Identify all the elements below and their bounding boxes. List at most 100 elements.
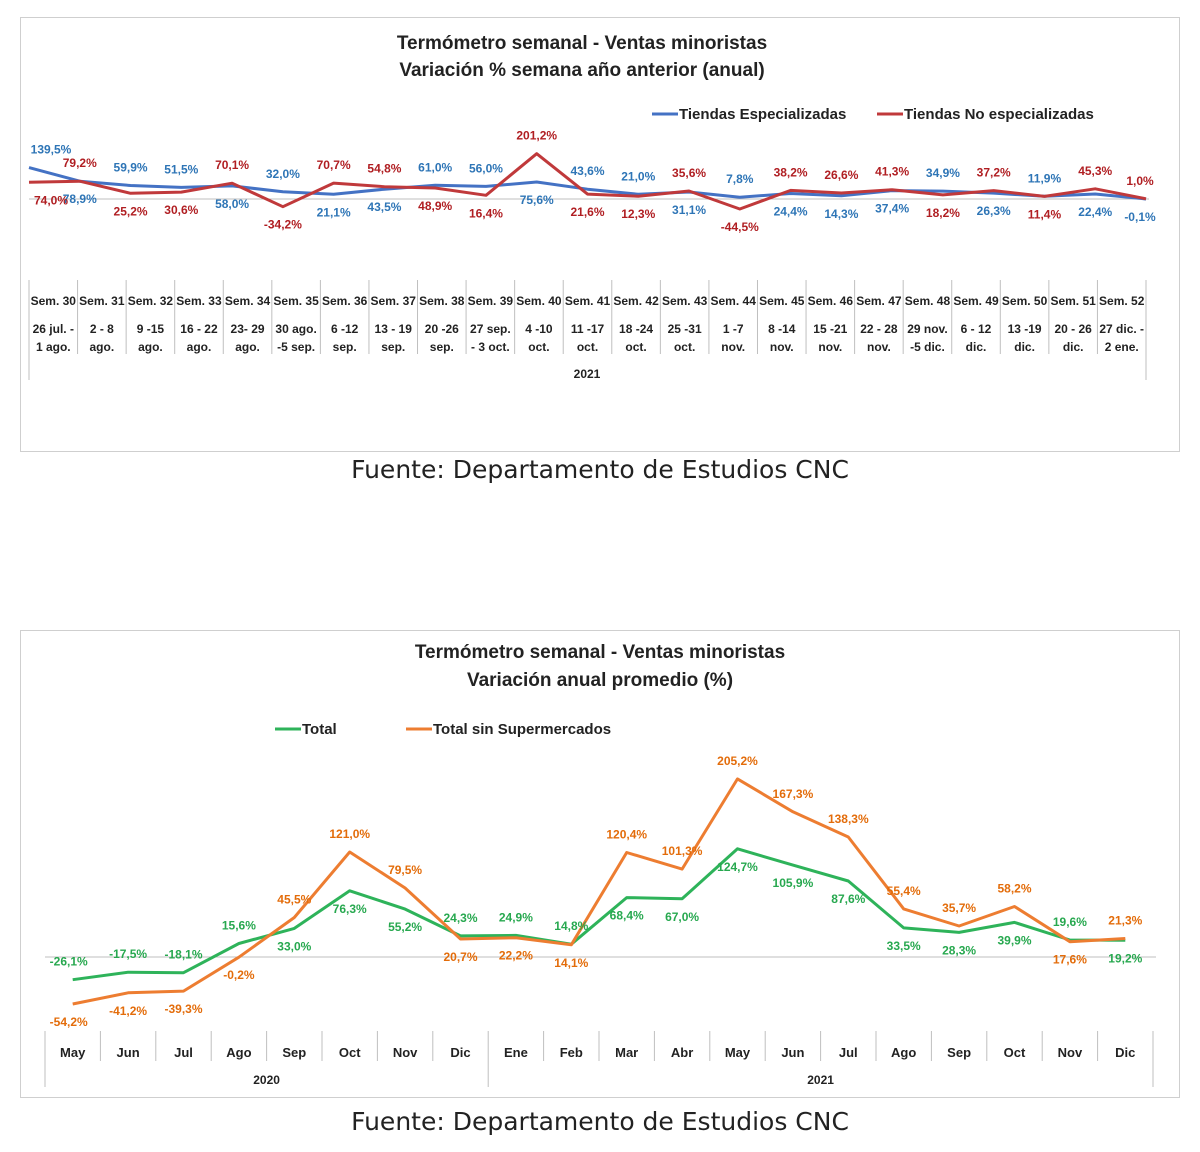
tick-week-label: Sem. 46	[808, 294, 854, 308]
chart-weekly-title: Termómetro semanal - Ventas minoristas	[397, 33, 767, 54]
tick-date-line1: 18 -24	[619, 322, 653, 336]
tick-date-line1: 8 -14	[768, 322, 796, 336]
data-label: 30,6%	[164, 203, 198, 217]
tick-week-label: Sem. 48	[905, 294, 951, 308]
data-label: 79,2%	[63, 156, 97, 170]
year-label: 2021	[574, 367, 601, 381]
data-label: -39,3%	[164, 1002, 202, 1016]
tick-date-line2: -5 sep.	[277, 340, 315, 354]
data-label: 67,0%	[665, 910, 699, 924]
tick-month-label: Jun	[117, 1045, 140, 1060]
tick-month-label: May	[725, 1045, 751, 1060]
tick-date-line1: 20 - 26	[1054, 322, 1092, 336]
data-label: 51,5%	[164, 162, 198, 176]
data-label: 75,6%	[520, 193, 554, 207]
tick-date-line2: nov.	[721, 340, 745, 354]
chart-weekly-source: Fuente: Departamento de Estudios CNC	[351, 455, 849, 484]
data-label: 87,6%	[831, 892, 865, 906]
tick-week-label: Sem. 50	[1002, 294, 1048, 308]
data-label: 138,3%	[828, 812, 869, 826]
tick-month-label: May	[60, 1045, 86, 1060]
data-label: 22,4%	[1078, 205, 1112, 219]
tick-month-label: Oct	[1004, 1045, 1026, 1060]
data-label: 39,9%	[997, 933, 1031, 947]
data-label: 55,4%	[887, 884, 921, 898]
tick-date-line2: dic.	[966, 340, 987, 354]
tick-date-line2: ago.	[235, 340, 260, 354]
data-label: 33,5%	[887, 939, 921, 953]
tick-month-label: Mar	[615, 1045, 638, 1060]
legend-label-2: Tiendas No especializadas	[904, 106, 1094, 123]
tick-date-line2: sep.	[333, 340, 357, 354]
data-label: 101,3%	[662, 844, 703, 858]
tick-week-label: Sem. 30	[31, 294, 77, 308]
data-label: 14,1%	[554, 956, 588, 970]
chart-monthly-title: Termómetro semanal - Ventas minoristas	[415, 642, 785, 663]
data-label: 70,7%	[317, 158, 351, 172]
tick-date-line1: 26 jul. -	[33, 322, 74, 336]
tick-date-line1: 13 -19	[1008, 322, 1042, 336]
tick-week-label: Sem. 31	[79, 294, 125, 308]
tick-month-label: Jul	[174, 1045, 193, 1060]
tick-week-label: Sem. 42	[613, 294, 659, 308]
year-label-2020: 2020	[253, 1073, 280, 1087]
year-label-2021: 2021	[807, 1073, 834, 1087]
data-label: 24,4%	[774, 205, 808, 219]
data-label: 18,2%	[926, 206, 960, 220]
data-label: 74,0%	[34, 193, 68, 207]
tick-month-label: Ene	[504, 1045, 528, 1060]
data-label: 19,2%	[1108, 951, 1142, 965]
tick-week-label: Sem. 34	[225, 294, 271, 308]
tick-date-line1: 6 - 12	[961, 322, 992, 336]
tick-date-line2: sep.	[430, 340, 454, 354]
series-line-1	[72, 847, 1126, 982]
tick-date-line1: 15 -21	[813, 322, 847, 336]
tick-date-line1: 2 - 8	[90, 322, 114, 336]
data-label: 37,2%	[977, 166, 1011, 180]
tick-week-label: Sem. 47	[856, 294, 902, 308]
tick-week-label: Sem. 32	[128, 294, 174, 308]
tick-date-line2: ago.	[90, 340, 115, 354]
data-label: -26,1%	[50, 955, 88, 969]
tick-date-line2: oct.	[674, 340, 695, 354]
tick-date-line2: ago.	[138, 340, 163, 354]
data-label: 19,6%	[1053, 915, 1087, 929]
tick-week-label: Sem. 35	[273, 294, 319, 308]
data-label: 45,5%	[277, 893, 311, 907]
data-label: 7,8%	[726, 172, 754, 186]
tick-week-label: Sem. 43	[662, 294, 708, 308]
tick-month-label: Sep	[947, 1045, 971, 1060]
data-label: 17,6%	[1053, 953, 1087, 967]
tick-date-line2: nov.	[770, 340, 794, 354]
data-label: 41,3%	[875, 165, 909, 179]
data-label: 31,1%	[672, 203, 706, 217]
tick-month-label: Dic	[450, 1045, 470, 1060]
tick-month-label: Oct	[339, 1045, 361, 1060]
tick-date-line1: 6 -12	[331, 322, 359, 336]
legend-label-2: Total sin Supermercados	[433, 721, 611, 738]
chart-weekly-panel: Termómetro semanal - Ventas minoristas Va…	[20, 17, 1180, 452]
data-label: 33,0%	[277, 939, 311, 953]
data-label: 43,6%	[570, 164, 604, 178]
tick-date-line1: 27 dic. -	[1099, 322, 1144, 336]
tick-date-line1: 13 - 19	[375, 322, 413, 336]
data-label: 54,8%	[367, 162, 401, 176]
tick-date-line2: oct.	[577, 340, 598, 354]
data-label: -18,1%	[164, 948, 202, 962]
data-label: 38,2%	[774, 165, 808, 179]
data-label: 58,2%	[997, 881, 1031, 895]
chart-monthly-panel: Termómetro semanal - Ventas minoristas Va…	[20, 630, 1180, 1098]
data-label: 124,7%	[717, 860, 758, 874]
data-label: 1,0%	[1126, 174, 1154, 188]
data-label: -34,2%	[264, 218, 302, 232]
data-label: 25,2%	[114, 204, 148, 218]
data-label: 139,5%	[31, 143, 72, 157]
tick-month-label: Jun	[781, 1045, 804, 1060]
tick-date-line1: 4 -10	[525, 322, 553, 336]
chart-weekly-subtitle: Variación % semana año anterior (anual)	[399, 60, 764, 81]
tick-date-line2: ago.	[187, 340, 212, 354]
tick-date-line1: 20 -26	[425, 322, 459, 336]
tick-month-label: Jul	[839, 1045, 858, 1060]
data-label: 48,9%	[418, 199, 452, 213]
tick-week-label: Sem. 36	[322, 294, 368, 308]
